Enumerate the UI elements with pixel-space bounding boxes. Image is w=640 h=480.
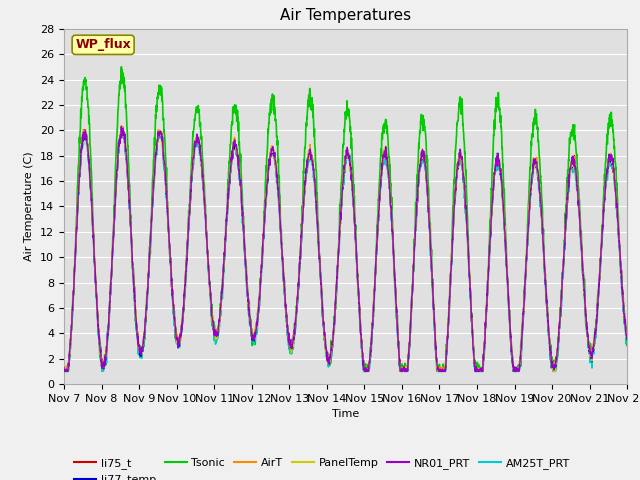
li75_t [362,367,370,372]
NR01_PRT [623,336,631,342]
AM25T_PRT [218,298,225,304]
AirT [574,191,582,196]
PanelTemp [118,124,125,130]
AM25T_PRT [589,350,597,356]
li77_temp [510,366,518,372]
PanelTemp [60,369,68,374]
Tsonic [589,343,597,348]
PanelTemp [218,300,225,306]
Tsonic [118,64,125,70]
AirT [375,213,383,219]
PanelTemp [574,188,582,193]
AirT [118,122,125,128]
AirT [623,333,631,339]
li75_t [218,293,225,299]
li75_t [623,336,631,341]
Y-axis label: Air Temperature (C): Air Temperature (C) [24,152,35,261]
Line: AM25T_PRT: AM25T_PRT [64,128,627,372]
Line: NR01_PRT: NR01_PRT [64,127,627,372]
Line: PanelTemp: PanelTemp [64,127,627,372]
NR01_PRT [589,343,597,348]
PanelTemp [362,368,370,374]
Tsonic [218,290,225,296]
li77_temp [218,294,225,300]
li77_temp [362,367,370,373]
AM25T_PRT [119,125,127,131]
PanelTemp [589,346,597,351]
Line: Tsonic: Tsonic [64,67,627,372]
Tsonic [60,368,68,373]
li77_temp [60,369,68,374]
li75_t [574,190,582,196]
NR01_PRT [510,369,518,374]
li77_temp [574,192,582,198]
AM25T_PRT [623,336,631,342]
Line: li75_t: li75_t [64,128,627,372]
li75_t [61,369,68,374]
li75_t [60,366,68,372]
NR01_PRT [218,292,225,298]
Tsonic [375,197,383,203]
AirT [60,369,68,374]
AM25T_PRT [374,216,382,222]
NR01_PRT [375,210,383,216]
li77_temp [375,214,383,219]
PanelTemp [374,210,382,216]
Tsonic [574,169,582,175]
AirT [510,369,518,374]
Tsonic [510,367,518,372]
Legend: li75_t, li77_temp, Tsonic, AirT, PanelTemp, NR01_PRT, AM25T_PRT: li75_t, li77_temp, Tsonic, AirT, PanelTe… [70,454,574,480]
li77_temp [118,124,125,130]
Tsonic [362,369,370,374]
PanelTemp [623,332,631,338]
Line: li77_temp: li77_temp [64,127,627,372]
li77_temp [60,366,68,372]
li77_temp [623,336,631,342]
AirT [589,344,597,349]
li75_t [510,369,518,374]
AirT [218,294,225,300]
NR01_PRT [362,366,370,372]
Tsonic [623,334,631,340]
li75_t [375,211,383,217]
NR01_PRT [118,124,125,130]
NR01_PRT [60,365,68,371]
li75_t [118,125,125,131]
AM25T_PRT [60,369,68,374]
Text: WP_flux: WP_flux [76,38,131,51]
AirT [60,366,68,372]
Line: AirT: AirT [64,125,627,372]
Tsonic [60,369,68,374]
li75_t [589,342,597,348]
X-axis label: Time: Time [332,409,359,419]
AM25T_PRT [509,369,517,374]
Title: Air Temperatures: Air Temperatures [280,9,411,24]
li77_temp [589,343,597,348]
PanelTemp [509,365,517,371]
NR01_PRT [574,190,582,196]
AM25T_PRT [574,190,582,195]
NR01_PRT [61,369,69,374]
AirT [362,368,370,374]
AM25T_PRT [362,369,370,374]
